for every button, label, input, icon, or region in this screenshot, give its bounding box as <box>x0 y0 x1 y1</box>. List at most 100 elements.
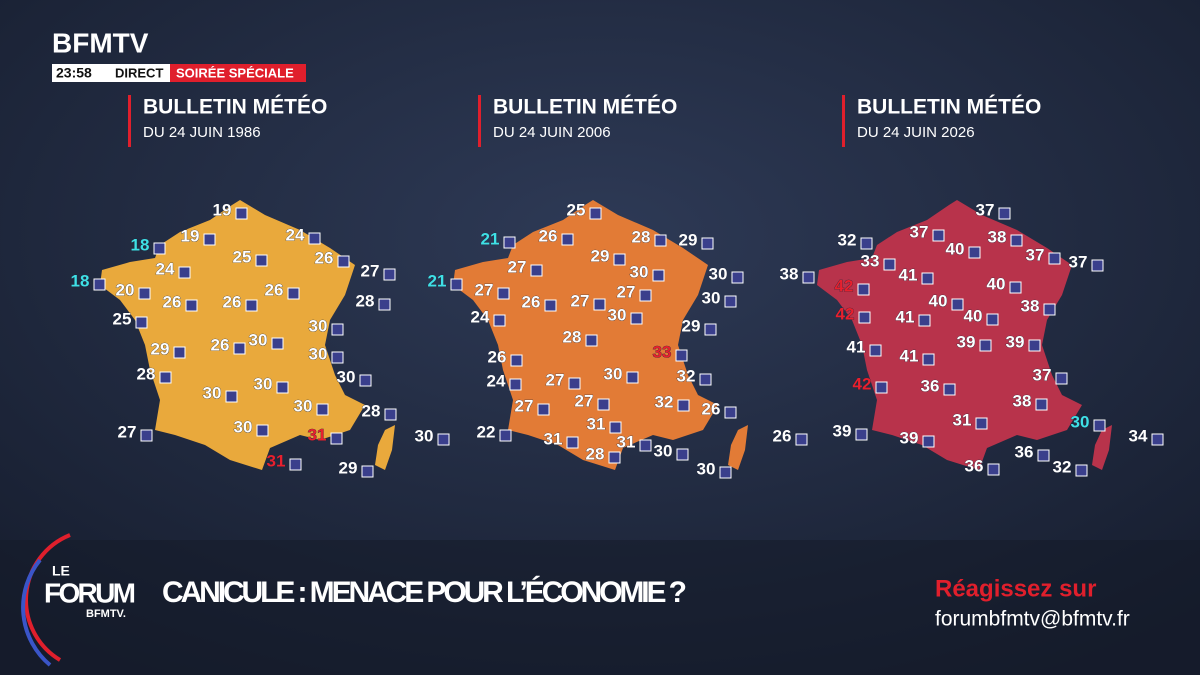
station <box>499 429 512 442</box>
station <box>330 432 343 445</box>
station <box>652 269 665 282</box>
temperature: 28 <box>356 291 375 310</box>
station <box>932 229 945 242</box>
temperature: 27 <box>571 291 590 310</box>
temperature: 25 <box>113 309 132 328</box>
station <box>585 334 598 347</box>
station <box>855 428 868 441</box>
footer-band <box>0 540 1200 675</box>
temperature: 38 <box>1021 296 1040 315</box>
logo-sub: BFMTV. <box>86 608 126 620</box>
temperature: 26 <box>522 292 541 311</box>
header-bar <box>478 95 481 147</box>
temperature: 38 <box>988 227 1007 246</box>
station <box>497 287 510 300</box>
tag-box <box>170 64 306 82</box>
temperature: 37 <box>1069 252 1088 271</box>
temperature: 31 <box>308 425 327 444</box>
station <box>626 371 639 384</box>
temperature: 28 <box>137 364 156 383</box>
station <box>173 346 186 359</box>
station <box>271 337 284 350</box>
station <box>676 448 689 461</box>
temperature: 33 <box>861 251 880 270</box>
station <box>943 383 956 396</box>
time-box <box>52 64 170 82</box>
station <box>384 408 397 421</box>
temperature: 27 <box>617 282 636 301</box>
temperature: 27 <box>575 391 594 410</box>
station <box>608 451 621 464</box>
station <box>699 373 712 386</box>
temperature: 30 <box>294 396 313 415</box>
bulletin-title: BULLETIN MÉTÉO <box>143 96 327 119</box>
logo-arc <box>24 533 71 662</box>
temperature: 39 <box>957 332 976 351</box>
station <box>1151 433 1164 446</box>
temperature: 22 <box>477 422 496 441</box>
station <box>609 421 622 434</box>
temperature: 41 <box>847 337 866 356</box>
temperature: 18 <box>71 271 90 290</box>
temperature: 32 <box>655 392 674 411</box>
temperature: 30 <box>309 316 328 335</box>
temperature: 19 <box>213 200 232 219</box>
station <box>1037 449 1050 462</box>
temperature: 26 <box>315 248 334 267</box>
station <box>437 433 450 446</box>
station <box>337 255 350 268</box>
station <box>704 323 717 336</box>
station <box>316 403 329 416</box>
temperature: 36 <box>1015 442 1034 461</box>
temperature: 36 <box>965 456 984 475</box>
temperature: 27 <box>475 280 494 299</box>
station <box>289 458 302 471</box>
logo-main: FORUM <box>44 577 136 608</box>
temperature: 26 <box>702 399 721 418</box>
station <box>731 271 744 284</box>
station <box>795 433 808 446</box>
temperature: 27 <box>361 261 380 280</box>
station <box>256 424 269 437</box>
station <box>802 271 815 284</box>
temperature: 37 <box>1033 365 1052 384</box>
time: 23:58 <box>56 65 92 81</box>
station <box>331 323 344 336</box>
station <box>138 287 151 300</box>
email: forumbfmtv@bfmtv.fr <box>935 608 1130 631</box>
temperature: 39 <box>1006 332 1025 351</box>
temperature: 32 <box>838 230 857 249</box>
station <box>921 272 934 285</box>
station <box>359 374 372 387</box>
station <box>1043 303 1056 316</box>
station <box>255 254 268 267</box>
temperature: 27 <box>508 257 527 276</box>
temperature: 30 <box>604 364 623 383</box>
temperature: 33 <box>653 342 672 361</box>
temperature: 24 <box>156 259 175 278</box>
bulletin-title: BULLETIN MÉTÉO <box>493 96 677 119</box>
station <box>135 316 148 329</box>
temperature: 34 <box>1129 426 1148 445</box>
temperature: 31 <box>617 432 636 451</box>
station <box>537 403 550 416</box>
station <box>701 237 714 250</box>
temperature: 25 <box>567 200 586 219</box>
station <box>510 354 523 367</box>
station <box>922 435 935 448</box>
station <box>503 236 516 249</box>
temperature: 19 <box>181 226 200 245</box>
temperature: 26 <box>163 292 182 311</box>
temperature: 31 <box>544 429 563 448</box>
temperature: 32 <box>677 366 696 385</box>
station <box>918 314 931 327</box>
temperature: 27 <box>515 396 534 415</box>
station <box>857 283 870 296</box>
temperature: 26 <box>539 226 558 245</box>
temperature: 24 <box>286 225 305 244</box>
temperature: 30 <box>254 374 273 393</box>
temperature: 26 <box>773 426 792 445</box>
temperature: 26 <box>223 292 242 311</box>
headline: CANICULE : MENACE POUR L’ÉCONOMIE ? <box>162 575 687 609</box>
station <box>724 406 737 419</box>
